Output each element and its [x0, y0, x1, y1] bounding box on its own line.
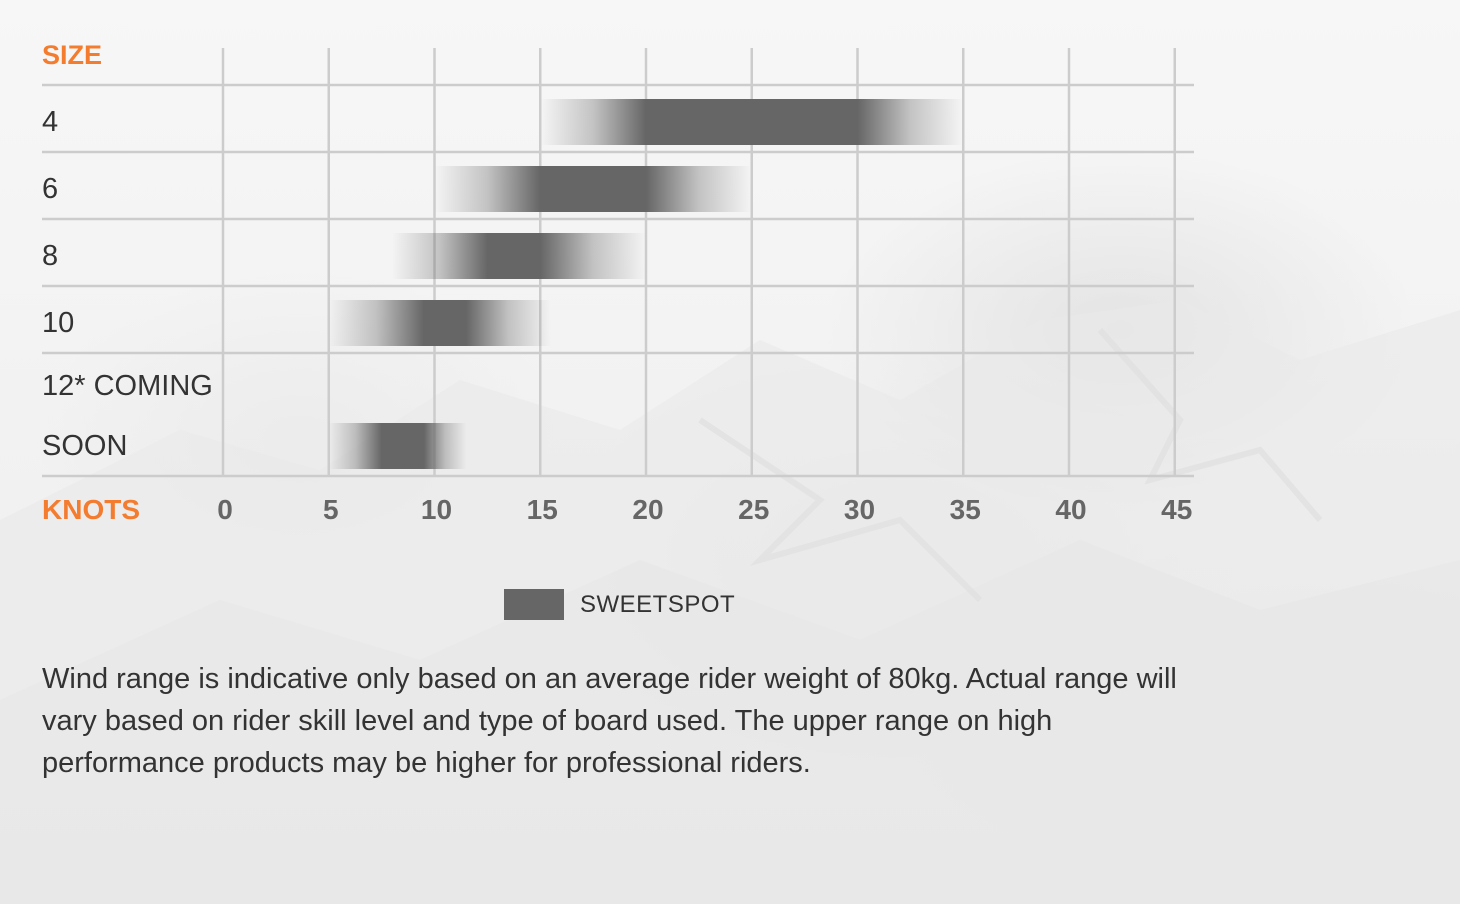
row-label-4-line-1: SOON [42, 430, 127, 462]
sweetspot-bar-row-0 [646, 99, 858, 145]
x-tick-label-10: 10 [421, 494, 452, 525]
legend-label-sweetspot: SWEETSPOT [580, 590, 736, 618]
sweetspot-bar-row-2 [487, 233, 541, 279]
x-tick-label-25: 25 [738, 494, 769, 525]
x-tick-label-20: 20 [632, 494, 663, 525]
legend-swatch-sweetspot [504, 589, 564, 620]
x-tick-label-30: 30 [844, 494, 875, 525]
row-label-0: 4 [42, 106, 58, 138]
range-bars [328, 99, 964, 469]
x-tick-label-45: 45 [1161, 494, 1192, 525]
wind-range-chart: SIZE KNOTS 4 6 8 10 12* COMING SOON 0 5 10 15 20 25 30… [42, 40, 1194, 525]
knots-header: KNOTS [42, 494, 140, 525]
x-tick-label-40: 40 [1055, 494, 1086, 525]
row-label-2: 8 [42, 240, 58, 272]
sweetspot-bar-row-3 [423, 300, 467, 346]
x-tick-label-15: 15 [527, 494, 558, 525]
sweetspot-bar-row-1 [540, 166, 646, 212]
row-label-4-line-0: 12* COMING [42, 370, 213, 402]
chart-labels: SIZE KNOTS 4 6 8 10 12* COMING SOON 0 5 10 15 20 25 30… [42, 40, 1192, 525]
row-label-1: 6 [42, 173, 58, 205]
size-header: SIZE [42, 40, 102, 70]
row-label-3: 10 [42, 307, 74, 339]
x-tick-label-0: 0 [217, 494, 233, 525]
sweetspot-bar-row-4 [381, 423, 424, 469]
disclaimer-text: Wind range is indicative only based on a… [42, 663, 1177, 779]
legend: SWEETSPOT [504, 589, 735, 620]
x-tick-label-35: 35 [950, 494, 981, 525]
x-tick-label-5: 5 [323, 494, 339, 525]
